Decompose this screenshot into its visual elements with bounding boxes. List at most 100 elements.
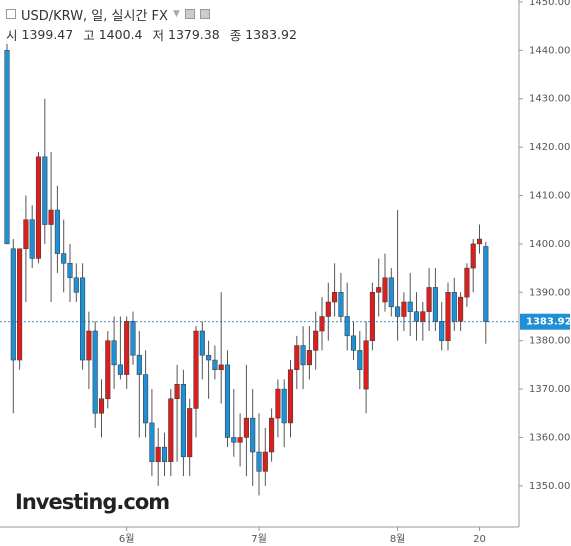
x-tick-label: 6월	[119, 533, 135, 545]
candle-body	[388, 277, 394, 308]
candle-body	[42, 156, 48, 225]
candle-body	[35, 156, 42, 259]
candle-body	[180, 383, 186, 458]
x-tick-label: 8월	[390, 533, 406, 545]
candle-body	[218, 364, 224, 370]
candle-body	[23, 219, 29, 249]
candle-body	[193, 330, 199, 409]
candle-body	[67, 263, 73, 279]
candle-body	[281, 388, 287, 424]
low-label: 저	[152, 27, 164, 43]
open-value: 1399.47	[21, 26, 74, 42]
high-label: 고	[83, 27, 95, 43]
candle-body	[124, 321, 130, 375]
candle-body	[363, 340, 369, 390]
candle-body	[86, 330, 92, 361]
candle-body	[10, 248, 16, 361]
y-tick-label: 1400.00	[529, 239, 570, 250]
icon[interactable]	[6, 9, 16, 19]
candle-body	[155, 446, 161, 462]
y-tick-label: 1390.00	[529, 287, 570, 298]
candle-body	[464, 267, 470, 298]
candle-body	[319, 316, 325, 332]
high-value: 1400.4	[98, 26, 143, 42]
candle-body	[61, 253, 67, 264]
logo: Investing.com	[15, 490, 170, 514]
candle-body	[256, 451, 262, 472]
close-label: 종	[229, 27, 242, 43]
candle-body	[350, 335, 357, 351]
candle-body	[344, 316, 350, 337]
y-tick-label: 1410.00	[529, 191, 570, 202]
candle-body	[174, 383, 180, 400]
candle-body	[306, 350, 312, 366]
candle-body	[250, 417, 256, 453]
candle-body	[269, 417, 275, 453]
candle-body	[470, 243, 476, 269]
candle-body	[54, 209, 60, 254]
candle-body	[445, 292, 451, 341]
candle-body	[4, 50, 10, 245]
candle-body	[369, 292, 375, 341]
y-tick-label: 1420.00	[529, 142, 570, 153]
candle-body	[130, 321, 136, 356]
candle-body	[413, 311, 420, 322]
y-tick-label: 1440.00	[529, 45, 570, 56]
candle-body	[275, 388, 281, 419]
candle-body	[325, 301, 331, 317]
candle-body	[111, 340, 117, 366]
candle-body	[143, 374, 149, 424]
candle-body	[395, 306, 401, 317]
candle-body	[212, 359, 218, 370]
candle-body	[357, 350, 363, 370]
candle-body	[401, 301, 407, 317]
settings-icon[interactable]	[199, 9, 210, 19]
candle-body	[73, 277, 79, 293]
dropdown[interactable]: ▼	[172, 9, 180, 19]
y-tick-label: 1450.00	[529, 0, 570, 8]
candle-body	[237, 437, 243, 443]
candle-body	[17, 248, 23, 361]
price-label-box	[520, 313, 570, 330]
candle-body	[187, 408, 193, 458]
candle-body	[294, 345, 300, 370]
candle-body	[29, 219, 35, 259]
candle-body	[287, 369, 294, 424]
low-value: 1379.38	[168, 26, 220, 42]
settings-icon[interactable]	[184, 9, 195, 19]
candle-body	[420, 311, 426, 322]
candle-body	[168, 398, 174, 462]
candle-body	[117, 364, 123, 375]
candle-body	[458, 296, 464, 322]
y-tick-label: 1380.00	[529, 336, 570, 347]
candle-body	[426, 287, 432, 312]
instrument-title: USD/KRW, 일, 실시간 FX	[21, 8, 168, 24]
candle-body	[262, 451, 268, 472]
candle-body	[199, 330, 205, 356]
candle-body	[451, 292, 457, 322]
y-tick-label: 1430.00	[529, 94, 570, 105]
candle-body	[376, 287, 382, 293]
x-tick-label: 20	[473, 534, 486, 545]
price-label: 1383.92	[526, 317, 571, 328]
candle-body	[231, 437, 237, 443]
candle-body	[432, 287, 438, 322]
candle-body	[80, 277, 86, 361]
candle-body	[476, 238, 483, 245]
candle-body	[105, 340, 111, 400]
candle-body	[243, 417, 249, 438]
candle-body	[338, 292, 344, 317]
candle-body	[136, 354, 142, 375]
candle-body	[149, 422, 155, 462]
candle-body	[92, 330, 98, 414]
x-tick-label: 7월	[251, 533, 267, 545]
candle-body	[332, 292, 338, 303]
open-label: 시	[6, 27, 18, 43]
candle-body	[161, 446, 168, 462]
candle-body	[439, 321, 445, 341]
candle-body	[224, 364, 231, 438]
candle-body	[313, 330, 319, 351]
candle-body	[98, 398, 105, 414]
